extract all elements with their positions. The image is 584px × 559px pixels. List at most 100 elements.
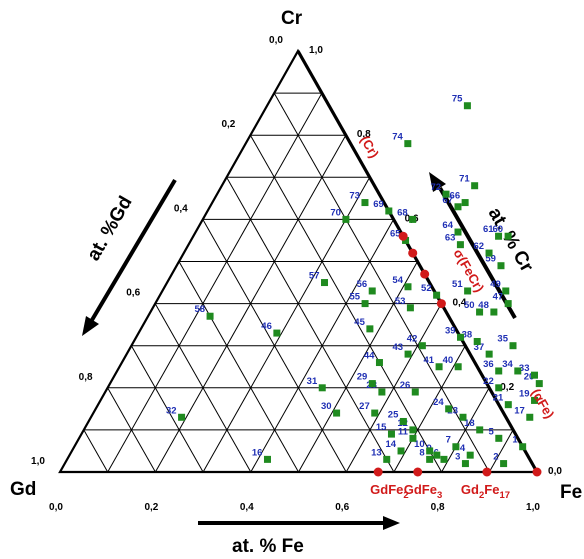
sample-marker	[473, 337, 481, 345]
sample-marker	[433, 291, 441, 299]
sample-marker	[383, 455, 391, 463]
sample-label: 26	[400, 380, 411, 391]
sample-marker	[502, 287, 510, 295]
sample-marker	[404, 350, 412, 358]
sample-label: 33	[519, 363, 530, 374]
sample-label: 20	[524, 372, 535, 383]
sample-marker	[456, 241, 464, 249]
sample-marker	[375, 359, 383, 367]
sample-label: 10	[414, 439, 425, 450]
sample-label: 19	[519, 388, 530, 399]
corner-label-cr: Cr	[281, 8, 303, 29]
sample-label: 63	[445, 233, 456, 244]
sample-marker	[531, 396, 539, 404]
sample-label: 34	[502, 359, 513, 370]
sample-label: 21	[493, 393, 504, 404]
sample-marker	[495, 232, 503, 240]
grid-line-gd	[83, 429, 109, 473]
sample-label: 38	[462, 329, 473, 340]
sample-marker	[490, 308, 498, 316]
sample-marker	[454, 363, 462, 371]
sample-label: 8	[419, 447, 424, 458]
sample-marker	[504, 300, 512, 308]
grid-line-gd	[107, 387, 156, 473]
tick-label-gd: 0,2	[221, 119, 235, 130]
corner-label-gd: Gd	[10, 479, 36, 500]
sample-label: 71	[459, 174, 470, 185]
sample-label: 36	[483, 359, 494, 370]
sample-marker	[497, 262, 505, 270]
sample-label: 73	[349, 191, 360, 202]
sample-marker	[426, 455, 434, 463]
phase-marker	[398, 231, 408, 241]
tick-labels: 0,0 0,2 0,4 0,6 0,8 1,0 0,0 0,2 0,4 0,6 0,8 1,0 1,0 0…	[31, 35, 562, 513]
sample-marker	[368, 287, 376, 295]
sample-label: 46	[261, 321, 272, 332]
sample-marker	[366, 325, 374, 333]
phase-marker	[532, 467, 542, 477]
sample-marker	[454, 228, 462, 236]
sample-label: 43	[392, 342, 403, 353]
grid-line-gd	[273, 92, 490, 473]
phase-marker	[436, 299, 446, 309]
samples: 1234567891011121314151617181920212223242…	[166, 94, 543, 468]
sample-marker	[461, 460, 469, 468]
cr-fe-edge	[296, 50, 539, 473]
sample-label: 7	[446, 435, 451, 446]
sample-marker	[333, 409, 341, 417]
sample-label: 62	[473, 241, 484, 252]
sample-label: 40	[443, 355, 454, 366]
sample-label: 14	[385, 439, 396, 450]
phase-marker	[420, 269, 430, 279]
sample-marker	[519, 443, 527, 451]
sample-marker	[466, 451, 474, 459]
sample-label: 1	[512, 435, 518, 446]
grid-line-fe	[298, 261, 418, 473]
sample-marker	[509, 342, 517, 350]
sample-marker	[495, 434, 503, 442]
sample-label: 23	[447, 405, 458, 416]
sample-label: 25	[388, 409, 399, 420]
sample-label: 69	[373, 199, 384, 210]
sample-marker	[445, 405, 453, 413]
sample-marker	[426, 447, 434, 455]
grid-lines	[83, 92, 514, 473]
sample-label: 72	[430, 182, 441, 193]
sample-marker	[404, 283, 412, 291]
sample-marker	[409, 215, 417, 223]
sample-marker	[406, 304, 414, 312]
tick-label-fe: 1,0	[526, 502, 540, 513]
sample-marker	[471, 182, 479, 190]
sample-marker	[442, 190, 450, 198]
sample-label: 60	[493, 224, 504, 235]
tick-label-fe: 0,2	[144, 502, 158, 513]
sample-marker	[397, 447, 405, 455]
sample-marker	[454, 203, 462, 211]
sample-label: 49	[490, 279, 501, 290]
sample-label: 5	[489, 426, 495, 437]
sample-marker	[361, 300, 369, 308]
sample-marker	[514, 367, 522, 375]
sample-marker	[459, 413, 467, 421]
grid-line-gd	[178, 261, 299, 473]
sample-marker	[433, 451, 441, 459]
tick-label-gd: 0,4	[174, 203, 188, 214]
corner-label-fe: Fe	[560, 482, 582, 503]
sample-label: 57	[309, 271, 320, 282]
sample-marker	[409, 426, 417, 434]
grid-line-gd	[130, 345, 204, 473]
sample-marker	[452, 443, 460, 451]
axis-title-gd: at. %Gd	[83, 193, 137, 265]
sample-label: 65	[390, 228, 401, 239]
sample-label: 50	[464, 300, 475, 311]
sample-marker	[321, 279, 329, 287]
sample-marker	[457, 333, 465, 341]
sample-label: 45	[354, 317, 365, 328]
sample-label: 27	[359, 401, 370, 412]
sample-label: 31	[307, 376, 318, 387]
sample-marker	[418, 342, 426, 350]
sample-label: 13	[371, 447, 382, 458]
tick-label-cr: 1,0	[309, 45, 323, 56]
sample-marker	[273, 329, 281, 337]
